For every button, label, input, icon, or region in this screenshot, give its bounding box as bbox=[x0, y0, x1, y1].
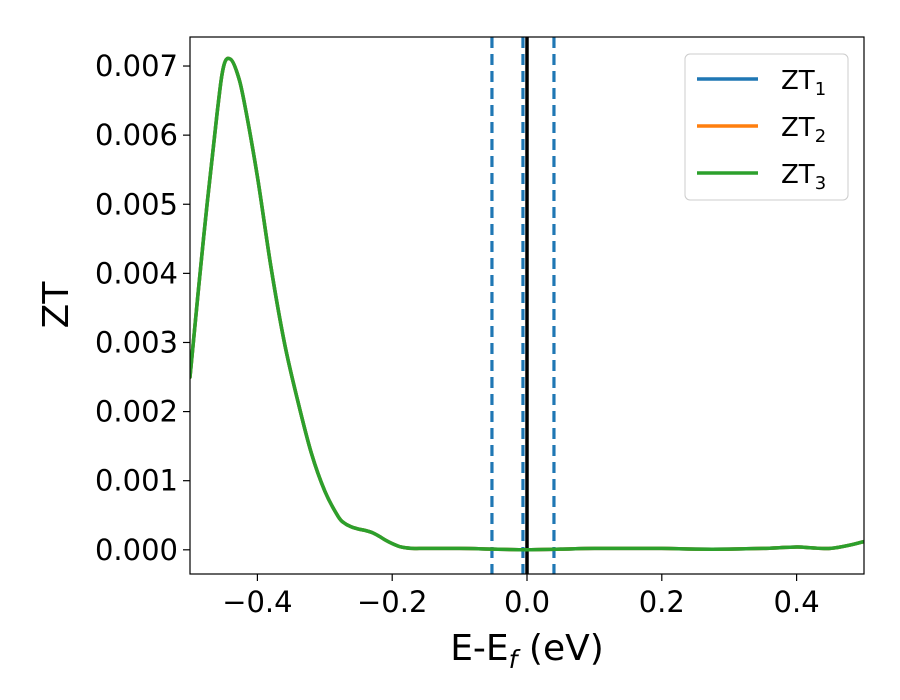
x-axis-ticks: −0.4 −0.2 0.0 0.2 0.4 bbox=[222, 574, 820, 619]
x-tick-label: −0.2 bbox=[357, 585, 427, 619]
x-axis-title: E-Ef (eV) bbox=[450, 628, 604, 674]
x-tick-label: 0.0 bbox=[504, 585, 550, 619]
y-tick-label: 0.002 bbox=[95, 395, 178, 429]
y-tick-label: 0.006 bbox=[95, 118, 178, 152]
y-tick-label: 0.000 bbox=[95, 533, 178, 567]
legend: ZT1 ZT2 ZT3 bbox=[684, 53, 849, 201]
y-axis-title: ZT bbox=[36, 281, 77, 329]
y-axis-ticks: 0.000 0.001 0.002 0.003 0.004 0.005 0.006 0.007 bbox=[95, 49, 190, 567]
y-tick-label: 0.001 bbox=[95, 464, 178, 498]
series-line-zt3 bbox=[190, 56, 864, 552]
legend-label-zt3: ZT3 bbox=[781, 160, 826, 194]
y-tick-label: 0.004 bbox=[95, 256, 178, 290]
x-tick-label: 0.2 bbox=[639, 585, 685, 619]
series-lines bbox=[190, 56, 864, 552]
y-tick-label: 0.007 bbox=[95, 49, 178, 83]
x-tick-label: 0.4 bbox=[774, 585, 820, 619]
y-tick-label: 0.005 bbox=[95, 187, 178, 221]
x-tick-label: −0.4 bbox=[222, 585, 292, 619]
legend-box bbox=[684, 53, 849, 201]
legend-label-zt1: ZT1 bbox=[781, 66, 826, 100]
x-axis-title-unit: (eV) bbox=[517, 628, 603, 669]
legend-label-zt2: ZT2 bbox=[781, 113, 826, 147]
y-tick-label: 0.003 bbox=[95, 325, 178, 359]
x-axis-title-main: E-E bbox=[450, 628, 508, 669]
vertical-lines bbox=[490, 37, 556, 574]
